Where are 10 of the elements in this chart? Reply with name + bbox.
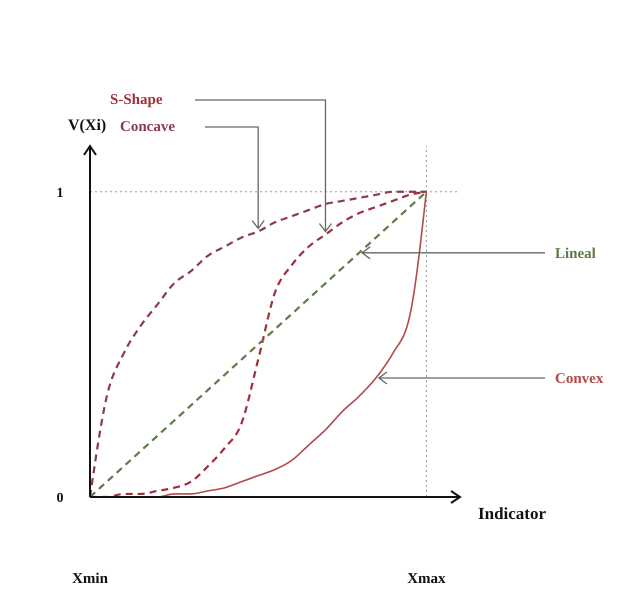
x-tick-label: Xmin [72, 571, 109, 587]
y-tick-label: 1 [56, 186, 64, 201]
x-axis-title: Indicator [478, 504, 546, 523]
text: S-Shape [110, 92, 163, 108]
text: Convex [555, 370, 604, 387]
y-tick-label: 0 [56, 491, 64, 506]
y-axis-title: V(Xi) [68, 117, 106, 134]
text: Lineal [555, 246, 596, 262]
x-tick-label: Xmax [407, 571, 446, 587]
text: Concave [120, 119, 176, 135]
